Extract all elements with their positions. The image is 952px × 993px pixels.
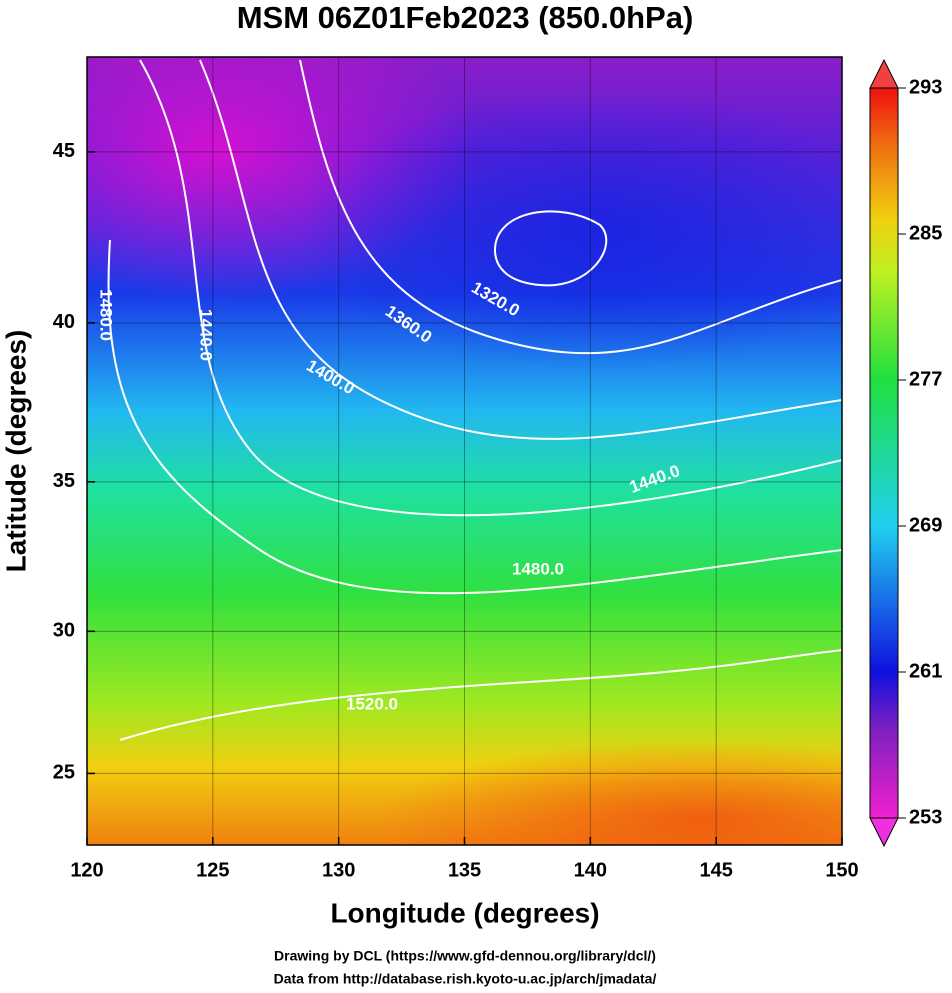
y-tick-label: 25 (53, 762, 75, 784)
contour-label: 1480.0 (97, 289, 116, 341)
colorbar-max-arrow (869, 58, 899, 89)
y-axis-label: Latitude (degrees) (0, 330, 31, 573)
colorbar-tick-label: 293 (909, 76, 942, 98)
credit: Drawing by DCL (https://www.gfd-dennou.o… (274, 948, 656, 964)
title: MSM 06Z01Feb2023 (850.0hPa) (237, 0, 694, 35)
field (87, 57, 842, 845)
colorbar (869, 87, 899, 819)
colorbar-tick-label: 253 (909, 806, 942, 828)
x-tick-label: 140 (574, 859, 607, 881)
y-tick-label: 35 (53, 470, 75, 492)
x-tick-label: 150 (825, 859, 858, 881)
colorbar-min-arrow (869, 817, 899, 848)
contour-label: 1520.0 (346, 694, 398, 713)
credit: Data from http://database.rish.kyoto-u.a… (274, 971, 657, 987)
x-tick-label: 130 (322, 859, 355, 881)
contour-label: 1440.0 (197, 309, 216, 361)
colorbar-tick-label: 269 (909, 514, 942, 536)
colorbar-tick-label: 285 (909, 222, 942, 244)
x-tick-label: 125 (196, 859, 229, 881)
x-tick-label: 145 (699, 859, 732, 881)
colorbar-tick-label: 277 (909, 368, 942, 390)
colorbar-tick-label: 261 (909, 660, 942, 682)
x-tick-label: 120 (70, 859, 103, 881)
y-tick-label: 45 (53, 140, 75, 162)
x-axis-label: Longitude (degrees) (330, 897, 599, 928)
x-tick-label: 135 (448, 859, 481, 881)
y-tick-label: 30 (53, 620, 75, 642)
y-tick-label: 40 (53, 311, 75, 333)
contour-label: 1480.0 (512, 559, 564, 578)
